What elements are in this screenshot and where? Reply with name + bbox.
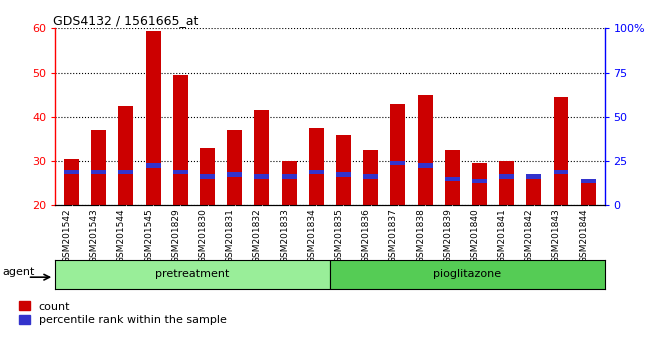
Bar: [472, 179, 487, 183]
Bar: [580, 183, 595, 205]
Bar: [118, 106, 133, 205]
Bar: [336, 172, 351, 177]
Bar: [64, 159, 79, 205]
Bar: [91, 170, 106, 175]
Text: pioglitazone: pioglitazone: [433, 269, 501, 279]
Bar: [391, 161, 406, 166]
Text: GSM201840: GSM201840: [471, 208, 480, 263]
Bar: [554, 97, 569, 205]
Bar: [173, 75, 188, 205]
Bar: [254, 110, 269, 205]
Text: pretreatment: pretreatment: [155, 269, 229, 279]
Bar: [417, 95, 432, 205]
Text: GSM201836: GSM201836: [361, 208, 370, 263]
Bar: [227, 172, 242, 177]
Text: GSM201543: GSM201543: [90, 208, 99, 263]
Text: GSM201837: GSM201837: [389, 208, 398, 263]
Bar: [55, 260, 330, 289]
Text: GSM201832: GSM201832: [253, 208, 262, 263]
Text: GSM201544: GSM201544: [117, 208, 126, 263]
Bar: [336, 135, 351, 205]
Bar: [499, 161, 514, 205]
Bar: [330, 260, 604, 289]
Bar: [91, 130, 106, 205]
Bar: [363, 150, 378, 205]
Bar: [309, 170, 324, 175]
Text: GSM201835: GSM201835: [335, 208, 343, 263]
Bar: [526, 174, 541, 179]
Bar: [472, 163, 487, 205]
Text: GSM201833: GSM201833: [280, 208, 289, 263]
Text: GSM201834: GSM201834: [307, 208, 317, 263]
Text: agent: agent: [3, 267, 35, 276]
Text: GSM201545: GSM201545: [144, 208, 153, 263]
Bar: [200, 148, 215, 205]
Bar: [173, 170, 188, 175]
Bar: [554, 170, 569, 175]
Bar: [146, 163, 161, 168]
Bar: [391, 104, 406, 205]
Text: GSM201843: GSM201843: [552, 208, 561, 263]
Bar: [309, 128, 324, 205]
Text: GSM201831: GSM201831: [226, 208, 235, 263]
Bar: [417, 163, 432, 168]
Bar: [281, 161, 296, 205]
Bar: [146, 30, 161, 205]
Text: GSM201844: GSM201844: [579, 208, 588, 263]
Text: GSM201841: GSM201841: [498, 208, 506, 263]
Bar: [363, 174, 378, 179]
Bar: [254, 174, 269, 179]
Bar: [64, 170, 79, 175]
Bar: [227, 130, 242, 205]
Bar: [118, 170, 133, 175]
Text: GSM201829: GSM201829: [172, 208, 180, 263]
Text: GSM201542: GSM201542: [62, 208, 72, 263]
Bar: [526, 177, 541, 205]
Bar: [200, 174, 215, 179]
Text: GSM201830: GSM201830: [198, 208, 207, 263]
Bar: [281, 174, 296, 179]
Text: GSM201839: GSM201839: [443, 208, 452, 263]
Text: GSM201838: GSM201838: [416, 208, 425, 263]
Text: GDS4132 / 1561665_at: GDS4132 / 1561665_at: [53, 14, 198, 27]
Bar: [499, 174, 514, 179]
Legend: count, percentile rank within the sample: count, percentile rank within the sample: [19, 301, 226, 325]
Bar: [445, 150, 460, 205]
Bar: [445, 177, 460, 181]
Bar: [580, 179, 595, 183]
Text: GSM201842: GSM201842: [525, 208, 534, 263]
